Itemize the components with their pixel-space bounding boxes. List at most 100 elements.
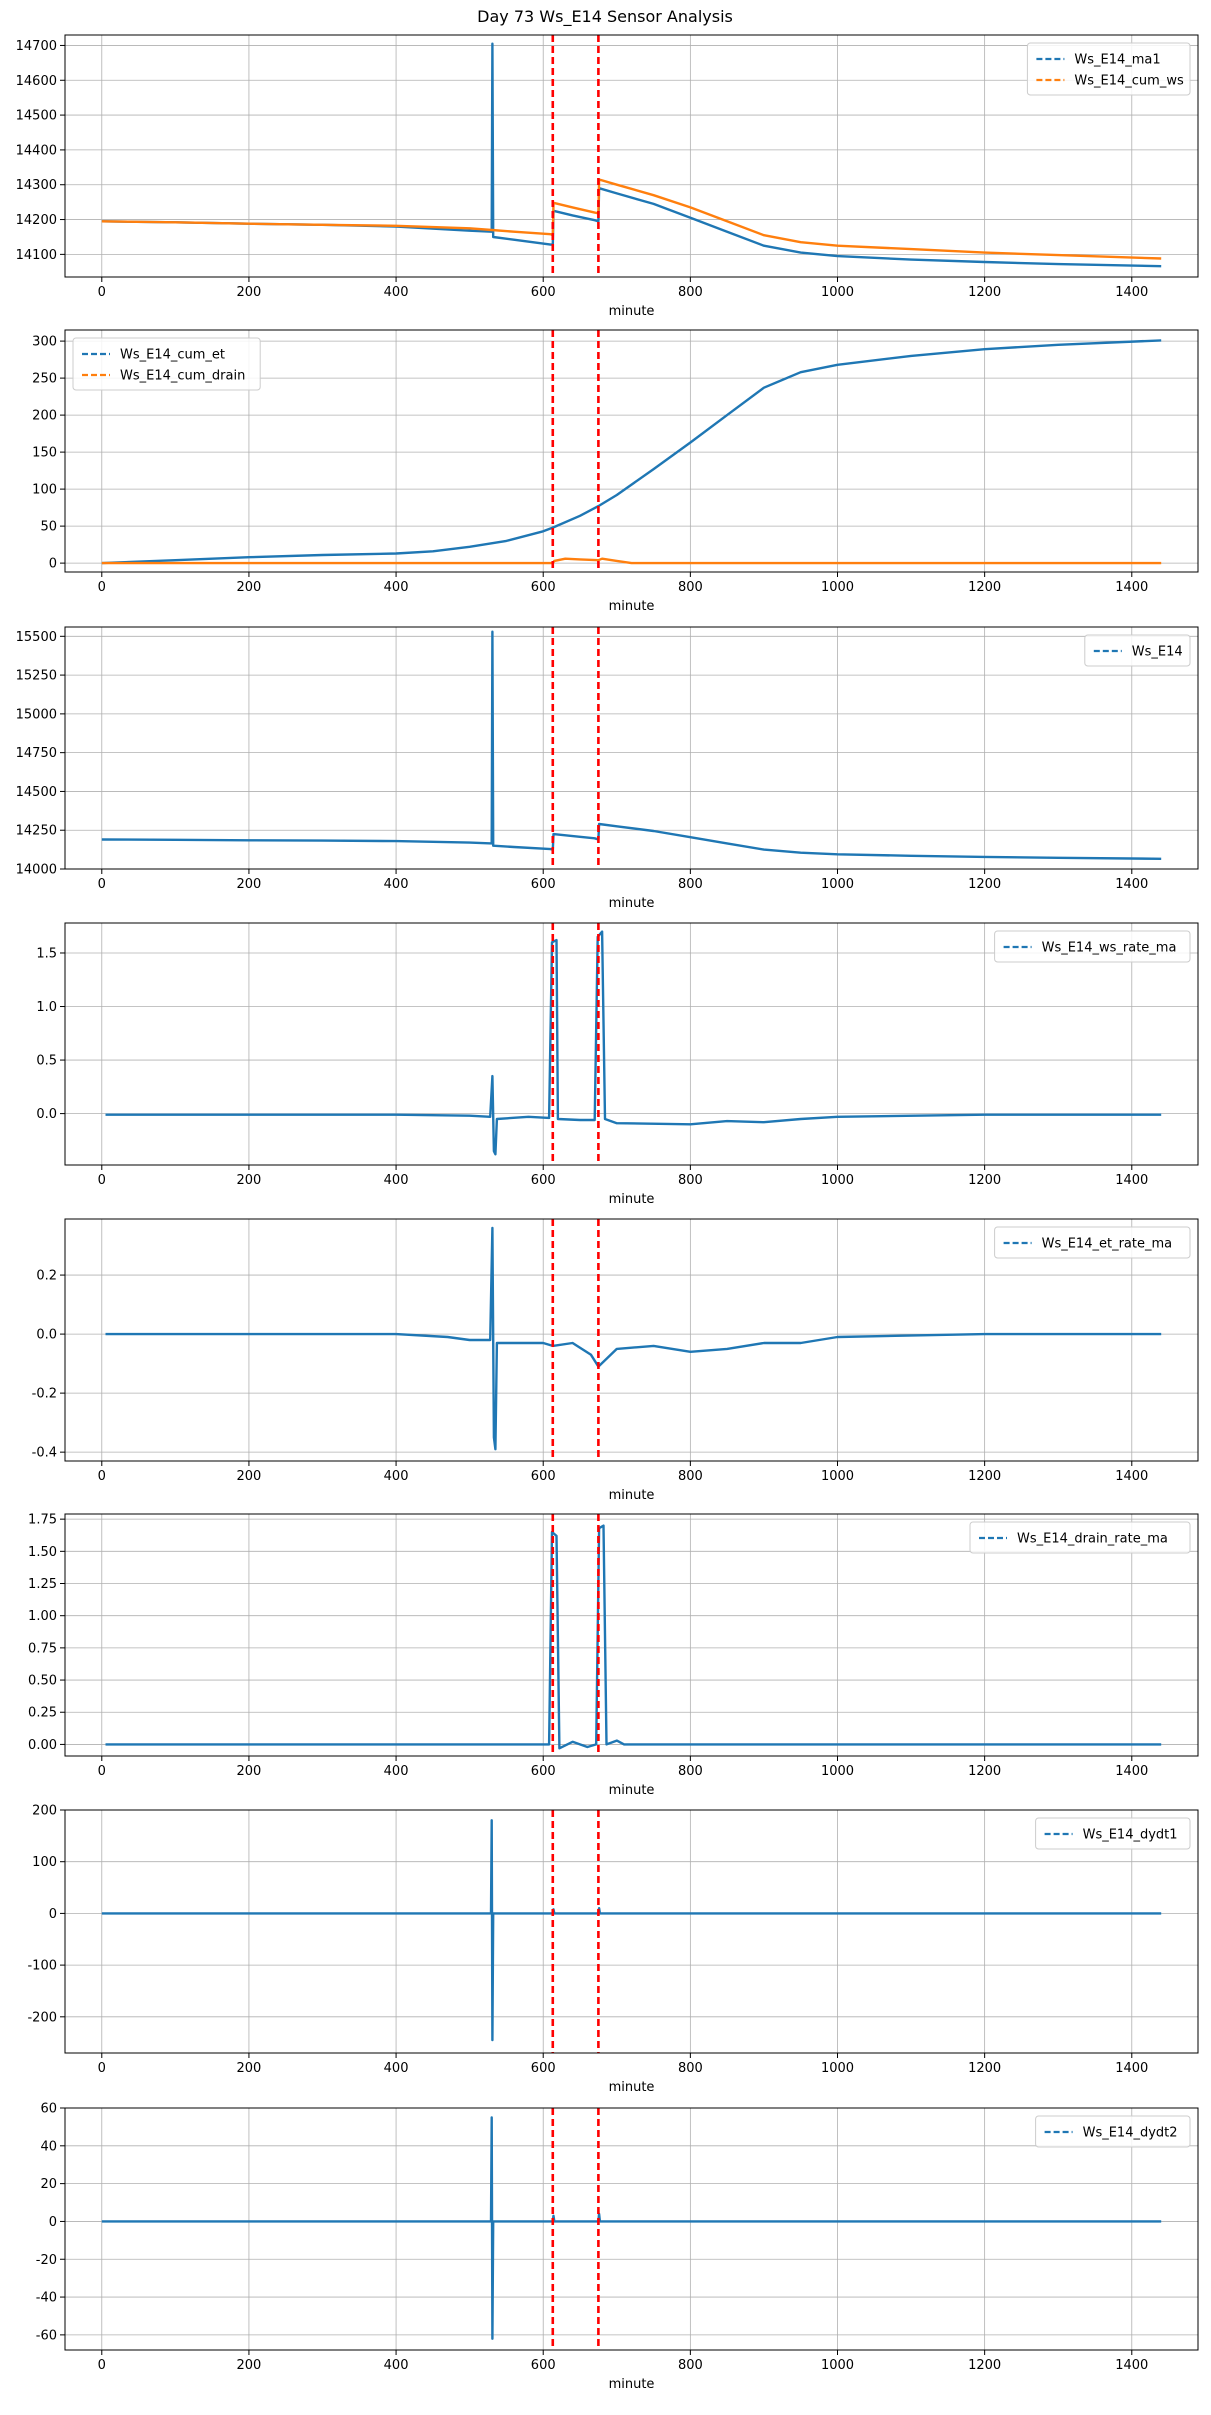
axes-frame [64,329,1199,573]
series-line-Ws_E14_dydt2 [101,2116,1162,2340]
axes-frame [64,1809,1199,2054]
plot-area [101,35,1162,277]
x-tick-label: 0 [98,2061,106,2076]
x-tick-label: 1200 [968,1173,1001,1188]
x-tick-label: 600 [531,877,556,892]
legend-label: Ws_E14 [1132,645,1183,660]
y-tick-label: -200 [27,2010,57,2025]
x-tick-label: 800 [678,1173,703,1188]
legend: Ws_E14_drain_rate_ma [969,1521,1191,1554]
legend-box [1035,1817,1191,1850]
y-tick-label: 0 [49,1907,57,1922]
y-tick-label: 14000 [16,863,57,878]
subplot-1: 0 200 400 600 800 1000 1200 1400 14100 14200 14300… [16,34,1199,319]
x-tick-label: 200 [237,1173,262,1188]
plot-area [105,923,1162,1165]
y-tick-label: -60 [36,2328,57,2343]
x-tick-label: 400 [384,1469,409,1484]
legend-label: Ws_E14_et_rate_ma [1042,1237,1173,1252]
x-tick-label: 600 [531,2061,556,2076]
x-tick-label: 200 [237,1764,262,1779]
x-tick-label: 1200 [968,877,1001,892]
x-axis-label: minute [609,1783,655,1798]
x-tick-label: 600 [531,1764,556,1779]
y-tick-label: 40 [40,2139,57,2154]
legend-label: Ws_E14_dydt2 [1083,2126,1178,2141]
axes-frame [64,1513,1199,1757]
y-tick-label: 0 [49,557,57,572]
y-tick-label: 14750 [16,746,57,761]
x-tick-label: 0 [98,580,106,595]
legend: Ws_E14 [1084,634,1191,667]
y-tick-label: 14250 [16,824,57,839]
subplot-3: 0 200 400 600 800 1000 1200 1400 14000 14250 14500… [16,626,1199,911]
y-tick-label: 200 [32,1804,57,1819]
plot-area [101,2108,1162,2350]
y-tick-label: 14400 [16,143,57,158]
plot-area [101,1810,1162,2053]
x-tick-label: 800 [678,1764,703,1779]
y-tick-label: 0.25 [28,1706,57,1721]
legend-box [994,1226,1191,1259]
y-tick-label: 0 [49,2215,57,2230]
x-tick-label: 200 [237,580,262,595]
subplot-7: 0 200 400 600 800 1000 1200 1400 -200 -100 0 100 200… [27,1804,1199,2095]
subplot-2: 0 200 400 600 800 1000 1200 1400 0 50 100 150 200 250… [32,329,1199,614]
y-tick-label: 200 [32,409,57,424]
x-tick-label: 0 [98,285,106,300]
x-tick-label: 400 [384,580,409,595]
x-tick-label: 1200 [968,2358,1001,2373]
subplot-4: 0 200 400 600 800 1000 1200 1400 0.0 0.5 1.0 1.5 min… [36,922,1199,1207]
y-tick-label: 14300 [16,178,57,193]
legend-label: Ws_E14_cum_drain [120,369,245,384]
legend-label: Ws_E14_cum_ws [1074,74,1184,89]
x-tick-label: 1200 [968,285,1001,300]
y-tick-label: 0.0 [36,1328,57,1343]
y-tick-label: 1.75 [28,1513,57,1528]
legend-box [969,1521,1191,1554]
legend: Ws_E14_et_rate_ma [994,1226,1191,1259]
plot-area [105,1219,1162,1461]
x-tick-label: 1000 [821,1173,854,1188]
x-tick-label: 600 [531,2358,556,2373]
y-tick-label: 1.5 [36,946,57,961]
x-tick-label: 400 [384,877,409,892]
y-tick-label: 14600 [16,74,57,89]
axes-frame [64,34,1199,278]
y-tick-label: 0.5 [36,1054,57,1069]
x-tick-label: 400 [384,285,409,300]
x-tick-label: 800 [678,877,703,892]
x-tick-label: 1000 [821,2358,854,2373]
axes-frame [64,2107,1199,2351]
x-tick-label: 0 [98,1469,106,1484]
y-tick-label: 15500 [16,630,57,645]
subplot-8: 0 200 400 600 800 1000 1200 1400 -60 -40 -20 0 20 40 6… [36,2102,1199,2392]
x-axis-label: minute [609,599,655,614]
x-tick-label: 1400 [1115,1764,1148,1779]
x-tick-label: 1000 [821,580,854,595]
y-tick-label: 60 [40,2102,57,2117]
y-tick-label: 150 [32,446,57,461]
y-tick-label: 250 [32,372,57,387]
x-tick-label: 800 [678,1469,703,1484]
x-axis-label: minute [609,304,655,319]
x-tick-label: 400 [384,2061,409,2076]
axes-frame [64,626,1199,870]
y-tick-label: 0.2 [36,1269,57,1284]
x-axis-label: minute [609,1488,655,1503]
x-tick-label: 600 [531,1469,556,1484]
x-tick-label: 1400 [1115,877,1148,892]
x-tick-label: 200 [237,2061,262,2076]
y-tick-label: 15250 [16,669,57,684]
x-tick-label: 1000 [821,2061,854,2076]
y-tick-label: 15000 [16,707,57,722]
x-tick-label: 800 [678,285,703,300]
legend-box [72,337,261,391]
x-axis-label: minute [609,896,655,911]
y-tick-label: -0.2 [32,1387,57,1402]
plot-area [105,1514,1162,1756]
y-tick-label: 0.75 [28,1641,57,1656]
x-tick-label: 1200 [968,2061,1001,2076]
x-tick-label: 800 [678,2358,703,2373]
